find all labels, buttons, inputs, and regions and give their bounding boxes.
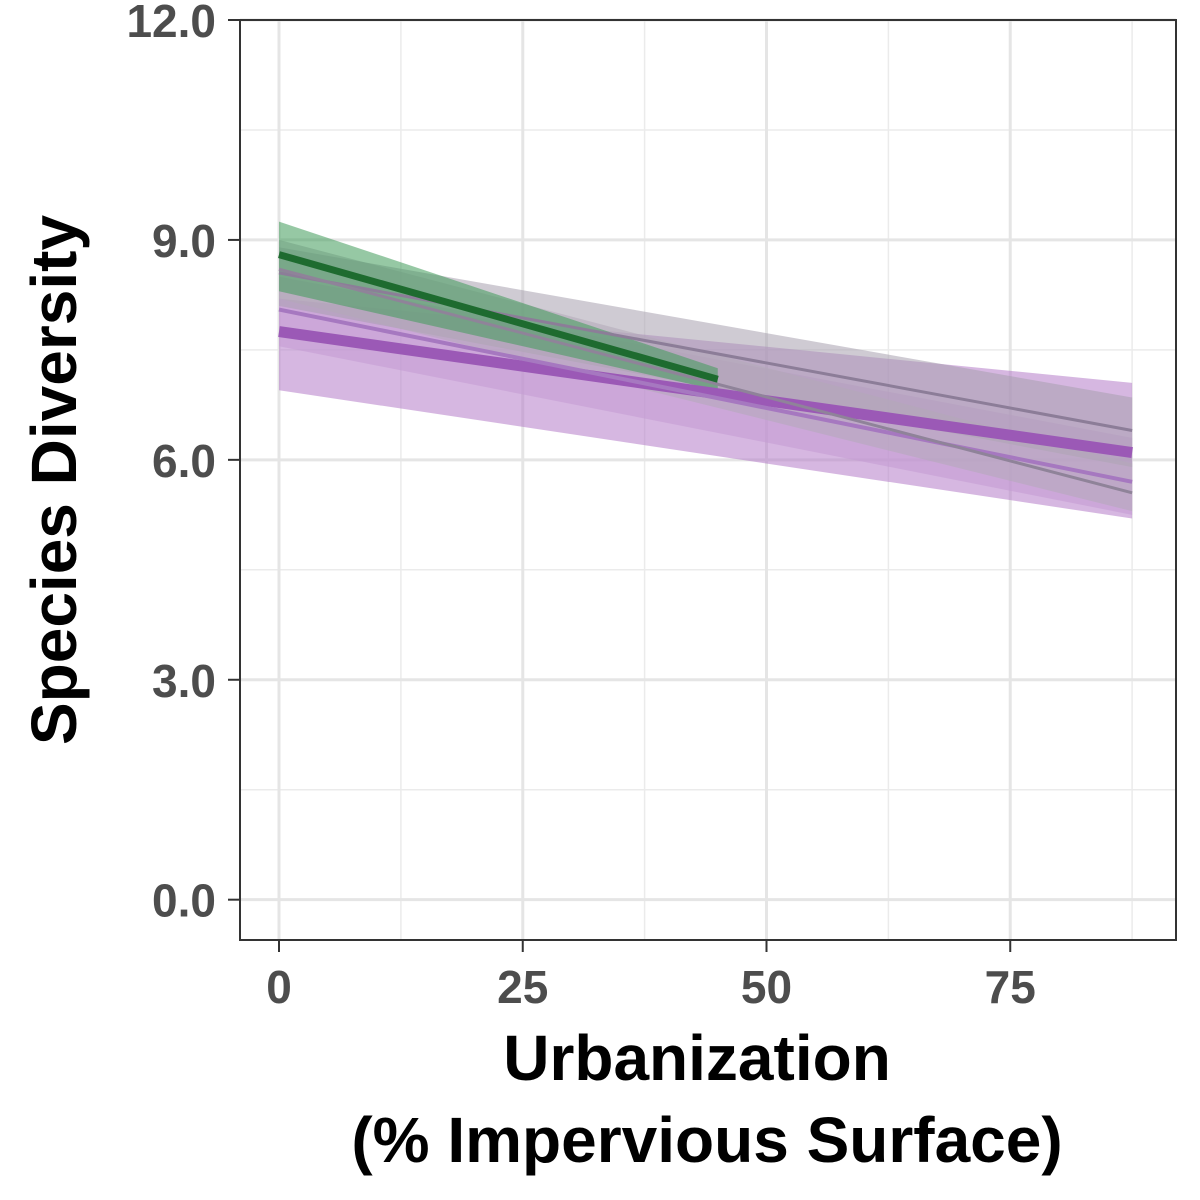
trend-line-1 — [278, 326, 1133, 458]
x-tick-label: 50 — [741, 961, 792, 1013]
y-tick-label: 0.0 — [152, 875, 216, 927]
y-tick-label: 9.0 — [152, 215, 216, 267]
plot-border — [239, 19, 1177, 941]
x-tick-label: 75 — [985, 961, 1036, 1013]
x-axis-title-line-1: Urbanization — [503, 1022, 891, 1094]
grid-major — [240, 18, 1176, 940]
y-tick-label: 3.0 — [152, 655, 216, 707]
x-axis-title-line-2: (% Impervious Surface) — [351, 1104, 1062, 1176]
x-tick-label: 0 — [266, 961, 292, 1013]
trend-line-4 — [278, 267, 1133, 495]
trend-line-3 — [278, 271, 1133, 432]
x-tick-labels: 0 25 50 75 — [266, 961, 1036, 1013]
y-tick-label: 6.0 — [152, 435, 216, 487]
x-tick-label: 25 — [497, 961, 548, 1013]
y-tick-label: 12.0 — [126, 0, 216, 47]
trend-lines — [278, 251, 1133, 495]
y-axis-title: Species Diversity — [18, 215, 90, 746]
trend-line-5 — [278, 251, 719, 383]
y-tick-labels: 0.0 3.0 6.0 9.0 12.0 — [126, 0, 216, 927]
trend-line-2 — [278, 307, 1133, 484]
axis-ticks — [228, 19, 1012, 952]
